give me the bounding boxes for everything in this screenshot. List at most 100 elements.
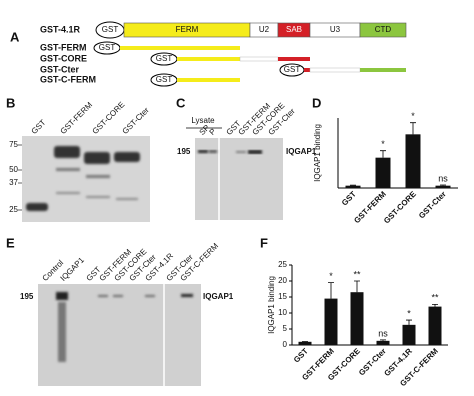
tag-label: GST bbox=[156, 75, 173, 84]
panel-label: A bbox=[10, 29, 20, 44]
panel-label: E bbox=[6, 235, 15, 250]
construct-name: GST-4.1R bbox=[40, 24, 81, 34]
segment bbox=[360, 68, 406, 72]
lane-label: IQGAP1 bbox=[59, 255, 87, 283]
bar bbox=[429, 307, 442, 345]
marker-label: 195 bbox=[20, 292, 34, 301]
lane-label: GST bbox=[30, 118, 48, 136]
domain-label: U2 bbox=[259, 25, 270, 34]
y-axis-label: IQGAP1 binding bbox=[267, 276, 276, 334]
domain-label: U3 bbox=[330, 25, 341, 34]
error-bar bbox=[440, 185, 446, 186]
marker-label: 195 bbox=[177, 147, 191, 156]
y-tick-label: 0 bbox=[283, 340, 288, 349]
annotation: ** bbox=[431, 293, 439, 303]
x-tick-label: GST-CORE bbox=[382, 189, 418, 225]
y-tick-label: 25 bbox=[278, 260, 287, 269]
domain-label: FERM bbox=[176, 25, 199, 34]
band bbox=[248, 150, 262, 154]
bar bbox=[346, 186, 361, 188]
bar bbox=[406, 134, 421, 188]
domain-label: GST bbox=[102, 25, 119, 34]
segment bbox=[120, 46, 240, 50]
band bbox=[56, 168, 80, 171]
gel-background bbox=[195, 138, 283, 220]
bar bbox=[377, 341, 390, 345]
lane-label: GST-Cter bbox=[121, 105, 151, 135]
construct-name: GST-Cter bbox=[40, 64, 80, 74]
bar bbox=[436, 186, 451, 188]
annotation: ns bbox=[378, 328, 388, 338]
band bbox=[54, 146, 80, 158]
construct-name: GST-C-FERM bbox=[40, 74, 96, 84]
y-axis-label: IQGAP1 binding bbox=[313, 124, 322, 182]
y-tick-label: 20 bbox=[278, 276, 287, 285]
schematic: GST-4.1R GST FERM U2 SAB U3 CTD GST-FERM… bbox=[40, 22, 406, 86]
marker-label: 75 bbox=[9, 140, 18, 149]
y-tick-label: 15 bbox=[278, 292, 287, 301]
band bbox=[209, 150, 217, 153]
error-bar bbox=[406, 320, 412, 325]
gel bbox=[22, 136, 150, 222]
segment bbox=[240, 57, 278, 61]
band bbox=[56, 292, 68, 300]
bar bbox=[351, 292, 364, 345]
band bbox=[181, 294, 193, 297]
band-label: IQGAP1 bbox=[203, 292, 234, 301]
smear bbox=[58, 302, 66, 362]
bar bbox=[403, 325, 416, 345]
band bbox=[116, 198, 138, 200]
bar bbox=[325, 299, 338, 345]
construct-name: GST-CORE bbox=[40, 53, 87, 63]
error-bar bbox=[432, 304, 438, 306]
tag-label: GST bbox=[99, 43, 116, 52]
segment bbox=[177, 57, 240, 61]
segment bbox=[310, 68, 360, 72]
panel-label: D bbox=[312, 95, 321, 110]
gel: 195 IQGAP1 bbox=[20, 284, 234, 386]
band bbox=[236, 151, 246, 153]
annotation: ns bbox=[438, 173, 448, 183]
error-bar bbox=[328, 283, 334, 299]
tag-label: GST bbox=[156, 54, 173, 63]
band bbox=[114, 152, 140, 162]
band bbox=[56, 192, 80, 194]
annotation: * bbox=[407, 308, 411, 318]
band bbox=[98, 295, 108, 297]
bar bbox=[299, 342, 312, 345]
band bbox=[86, 175, 110, 178]
annotation: ** bbox=[353, 269, 361, 279]
panel-label: F bbox=[260, 235, 268, 250]
band bbox=[145, 295, 155, 297]
band bbox=[86, 196, 110, 198]
marker-label: 50 bbox=[9, 165, 18, 174]
annotation: * bbox=[411, 111, 415, 121]
marker-label: 25 bbox=[9, 205, 18, 214]
y-tick-label: 5 bbox=[283, 324, 288, 333]
segment bbox=[177, 78, 240, 82]
panel-label: C bbox=[176, 95, 186, 110]
band bbox=[198, 150, 208, 153]
error-bar bbox=[380, 151, 386, 158]
x-tick-label: GST bbox=[292, 346, 310, 364]
segment bbox=[278, 57, 310, 61]
domain-label: SAB bbox=[286, 25, 302, 34]
band bbox=[26, 203, 48, 211]
x-tick-label: GST-Cter bbox=[417, 190, 448, 221]
panel-label: B bbox=[6, 95, 15, 110]
domain-label: CTD bbox=[375, 25, 392, 34]
band bbox=[84, 152, 110, 164]
error-bar bbox=[380, 340, 386, 341]
band bbox=[113, 295, 123, 297]
marker-label: 37 bbox=[9, 178, 18, 187]
error-bar bbox=[354, 281, 360, 292]
segment bbox=[304, 68, 310, 72]
x-tick-label: GST bbox=[340, 189, 358, 207]
construct-name: GST-FERM bbox=[40, 42, 87, 52]
y-tick-label: 10 bbox=[278, 308, 287, 317]
annotation: * bbox=[381, 139, 385, 149]
lane-label: GST-FERM bbox=[59, 100, 95, 136]
annotation: * bbox=[329, 271, 333, 281]
error-bar bbox=[410, 123, 416, 135]
